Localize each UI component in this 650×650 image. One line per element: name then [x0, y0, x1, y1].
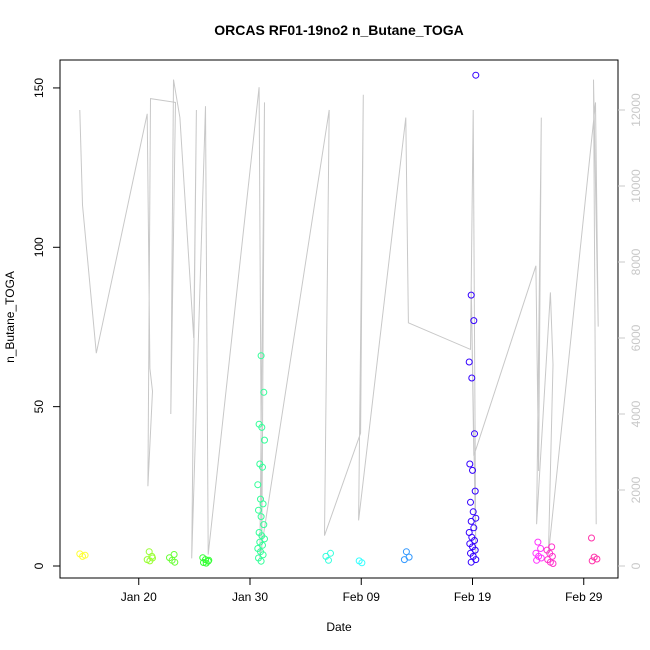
data-point	[548, 543, 556, 551]
data-point	[257, 513, 265, 521]
data-point	[470, 317, 478, 325]
data-point	[470, 524, 478, 532]
y-axis-right: 0 2000 4000 6000 8000 10000 12000	[618, 93, 643, 569]
data-point	[472, 514, 480, 522]
data-point	[472, 71, 480, 79]
data-point	[537, 545, 545, 552]
x-axis: Jan 20 Jan 30 Feb 09 Feb 19 Feb 29	[121, 578, 603, 604]
plot-frame	[59, 59, 619, 579]
data-point	[171, 558, 179, 566]
right-y-tick-label: 8000	[629, 248, 643, 275]
overlay-series-line	[79, 79, 599, 559]
data-point	[549, 560, 557, 567]
data-point	[258, 423, 266, 431]
y-tick-label: 150	[32, 78, 46, 98]
data-point	[205, 556, 213, 564]
y-tick-label: 50	[32, 400, 46, 414]
y-tick-label: 100	[32, 237, 46, 257]
right-y-tick-label: 4000	[629, 400, 643, 427]
data-point	[588, 534, 595, 542]
data-point	[593, 555, 601, 563]
data-point	[402, 548, 410, 556]
x-tick-label: Jan 30	[232, 590, 268, 604]
data-point	[471, 487, 479, 495]
data-point	[467, 291, 475, 299]
data-point	[259, 500, 267, 508]
data-point	[588, 557, 596, 565]
data-point	[358, 559, 366, 567]
data-point	[465, 358, 473, 366]
data-point	[471, 546, 479, 554]
data-points-layer	[76, 71, 601, 567]
data-point	[257, 557, 265, 565]
data-point	[471, 430, 478, 438]
data-point	[254, 481, 262, 489]
right-y-tick-label: 10000	[629, 169, 643, 203]
data-point	[260, 521, 268, 529]
data-point	[533, 556, 541, 564]
data-point	[325, 556, 332, 564]
y-axis-left: 0 50 100 150	[32, 78, 60, 569]
data-point	[259, 463, 266, 471]
data-point	[466, 460, 474, 468]
data-point	[257, 352, 265, 360]
data-point	[259, 541, 266, 549]
data-point	[149, 554, 156, 562]
data-point	[261, 436, 268, 444]
data-point	[469, 466, 476, 474]
x-axis-label: Date	[326, 620, 352, 634]
data-point	[467, 517, 475, 525]
y-axis-label: n_Butane_TOGA	[3, 271, 17, 363]
data-point	[534, 538, 542, 546]
data-point	[469, 508, 477, 516]
right-y-tick-label: 2000	[629, 476, 643, 503]
data-point	[467, 558, 475, 566]
data-point	[468, 374, 476, 382]
x-tick-label: Feb 19	[454, 590, 492, 604]
chart-title: ORCAS RF01-19no2 n_Butane_TOGA	[214, 22, 463, 38]
right-y-tick-label: 12000	[629, 93, 643, 127]
data-point	[261, 535, 268, 543]
data-point	[259, 551, 267, 559]
x-tick-label: Feb 29	[565, 590, 603, 604]
x-tick-label: Jan 20	[121, 590, 157, 604]
overlay-line-layer	[79, 79, 599, 559]
data-point	[471, 537, 478, 544]
right-y-tick-label: 0	[629, 562, 643, 569]
data-point	[255, 506, 262, 514]
data-point	[400, 556, 408, 564]
right-y-tick-label: 6000	[629, 324, 643, 351]
data-point	[81, 551, 89, 559]
data-point	[467, 498, 474, 506]
y-tick-label: 0	[32, 562, 46, 569]
x-tick-label: Feb 09	[343, 590, 381, 604]
data-point	[260, 388, 268, 396]
